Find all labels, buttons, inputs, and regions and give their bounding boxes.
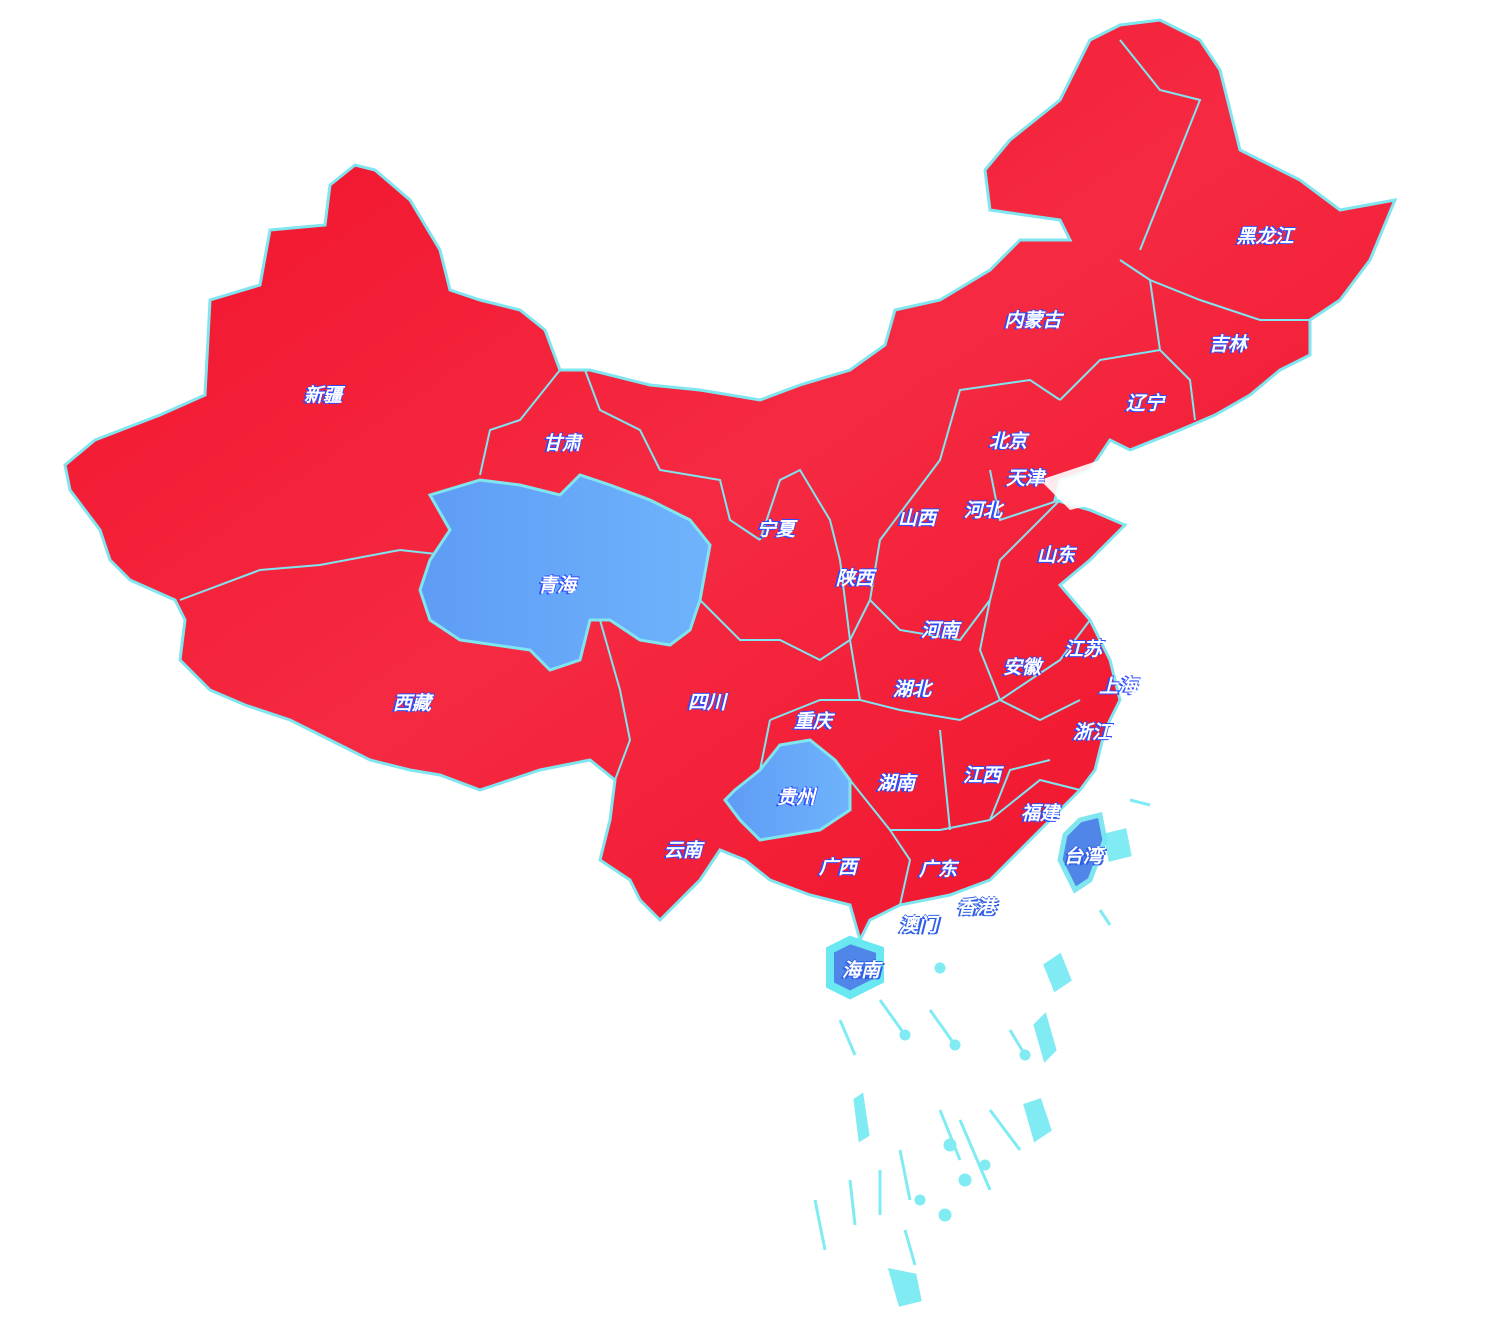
- label-neimenggu: 内蒙古: [1004, 309, 1062, 332]
- label-hubei: 湖北: [892, 678, 932, 701]
- label-shaanxi: 陕西: [835, 567, 875, 590]
- label-qinghai: 青海: [537, 574, 577, 597]
- region-qinghai[interactable]: [418, 473, 712, 672]
- label-hunan: 湖南: [876, 772, 916, 795]
- label-xinjiang: 新疆: [303, 384, 343, 407]
- mainland-region[interactable]: [63, 18, 1398, 945]
- region-taiwan[interactable]: [1057, 811, 1108, 894]
- region-guizhou[interactable]: [723, 738, 852, 842]
- label-hebei: 河北: [963, 499, 1003, 522]
- label-beijing: 北京: [988, 430, 1028, 453]
- south-china-sea-islands: [813, 798, 1151, 1307]
- label-gansu: 甘肃: [542, 432, 582, 455]
- bohai-islands: [1040, 460, 1140, 510]
- label-chongqing: 重庆: [793, 710, 833, 733]
- label-shandong: 山东: [1036, 544, 1076, 567]
- label-hainan: 海南: [841, 959, 881, 982]
- label-guangdong: 广东: [918, 858, 958, 881]
- province-borders: [179, 39, 1310, 906]
- label-shanghai: 上海: [1098, 675, 1138, 698]
- label-aomen: 澳门: [898, 914, 938, 937]
- label-guizhou: 贵州: [776, 786, 816, 809]
- label-liaoning: 辽宁: [1125, 392, 1165, 415]
- label-xianggang: 香港: [956, 896, 996, 919]
- label-jilin: 吉林: [1208, 333, 1248, 356]
- label-heilongjiang: 黑龙江: [1236, 225, 1294, 248]
- label-fujian: 福建: [1020, 802, 1060, 825]
- label-ningxia: 宁夏: [756, 518, 796, 541]
- label-jiangxi: 江西: [962, 764, 1002, 787]
- label-yunnan: 云南: [663, 839, 703, 862]
- label-henan: 河南: [920, 619, 960, 642]
- label-guangxi: 广西: [818, 856, 858, 879]
- label-taiwan: 台湾: [1063, 845, 1103, 868]
- label-jiangsu: 江苏: [1063, 638, 1103, 661]
- region-hainan[interactable]: [826, 935, 884, 1000]
- label-anhui: 安徽: [1002, 656, 1042, 679]
- label-xizang: 西藏: [392, 692, 432, 715]
- label-sichuan: 四川: [687, 691, 727, 714]
- label-shanxi: 山西: [897, 507, 937, 530]
- label-zhejiang: 浙江: [1072, 721, 1112, 744]
- label-tianjin: 天津: [1005, 467, 1045, 490]
